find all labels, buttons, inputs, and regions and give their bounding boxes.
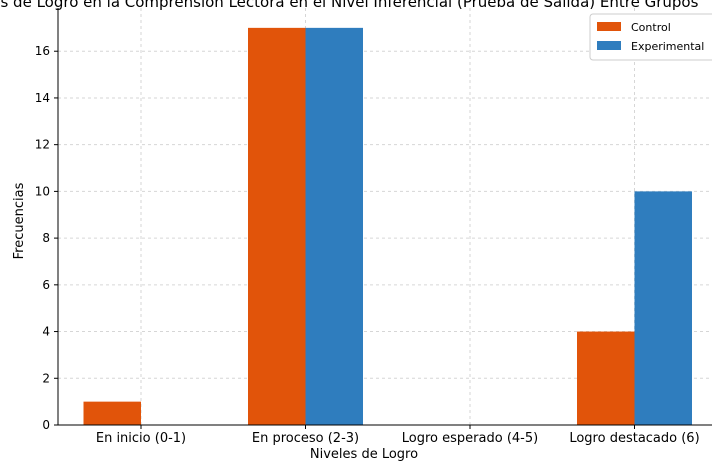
y-tick-label: 4 [42, 325, 50, 339]
y-ticks: 0 2 4 6 8 10 12 14 16 [35, 44, 58, 432]
grid [58, 8, 712, 426]
legend-swatch-experimental [597, 41, 621, 50]
y-tick-label: 12 [35, 138, 50, 152]
x-tick-label: Logro esperado (4-5) [402, 431, 538, 446]
legend-swatch-control [597, 22, 621, 31]
legend: Control Experimental [589, 13, 712, 61]
y-tick-label: 6 [42, 278, 50, 292]
y-tick-label: 10 [35, 184, 50, 198]
y-tick-label: 8 [42, 231, 50, 245]
y-tick-label: 2 [42, 371, 50, 385]
y-tick-label: 14 [35, 91, 50, 105]
y-tick-label: 0 [42, 418, 50, 432]
x-tick-label: En inicio (0-1) [96, 431, 186, 446]
bars [83, 27, 692, 425]
x-tick-label: Logro destacado (6) [569, 431, 699, 446]
x-axis-label: Niveles de Logro [310, 447, 418, 462]
axes [57, 8, 712, 426]
y-tick-label: 16 [35, 44, 50, 58]
chart-title: Niveles de Logro en la Comprensión Lecto… [0, 0, 699, 11]
bar-control-3 [577, 331, 635, 425]
bar-experimental-3 [634, 191, 692, 425]
legend-label-control: Control [631, 21, 671, 34]
legend-label-experimental: Experimental [631, 40, 704, 53]
y-axis-label: Frecuencias [12, 182, 27, 259]
x-tick-label: En proceso (2-3) [252, 431, 359, 446]
x-ticks: En inicio (0-1) En proceso (2-3) Logro esp… [96, 425, 700, 446]
bar-experimental-1 [305, 27, 363, 425]
bar-control-0 [83, 401, 141, 425]
bar-control-1 [248, 27, 306, 425]
